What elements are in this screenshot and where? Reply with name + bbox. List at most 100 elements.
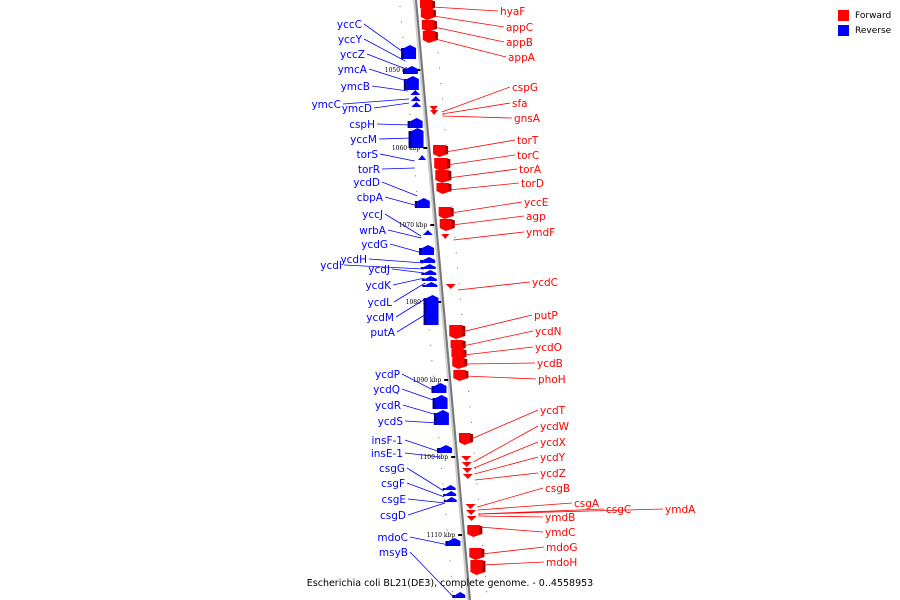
gene-label-torA: torA <box>519 164 542 176</box>
leader-line-reverse <box>366 53 407 70</box>
gene-arrow-reverse <box>406 76 419 90</box>
leader-line-forward <box>446 154 516 166</box>
minor-tick <box>458 283 460 285</box>
gene-label-ycdZ: ycdZ <box>540 468 566 480</box>
leader-line-reverse <box>395 297 427 318</box>
leader-line-forward <box>471 409 539 440</box>
gene-label-mdoC: mdoC <box>377 532 408 544</box>
gene-arrow-reverse-edge <box>421 279 425 281</box>
minor-tick <box>449 560 451 562</box>
gene-label-cspH: cspH <box>349 119 375 131</box>
leader-line-reverse <box>371 85 408 92</box>
leader-line-reverse <box>373 102 410 109</box>
gene-arrow-reverse-edge <box>403 79 407 90</box>
leader-line-forward <box>461 314 533 333</box>
minor-tick <box>443 498 445 500</box>
gene-arrow-reverse <box>425 282 438 287</box>
gene-arrow-reverse-edge <box>431 386 435 393</box>
gene-arrow-reverse-edge <box>443 494 447 496</box>
gene-label-phoH: phoH <box>538 374 566 386</box>
gene-arrow-forward <box>467 525 483 537</box>
gene-arrow-reverse-edge <box>437 448 441 453</box>
gene-arrow-forward <box>445 284 456 289</box>
leader-line-forward <box>447 168 518 179</box>
gene-arrow-forward-edge <box>445 146 449 154</box>
minor-tick <box>441 468 443 469</box>
gene-arrow-forward-edge <box>433 21 437 29</box>
gene-arrow-forward-edge <box>434 32 438 40</box>
gene-arrow-reverse <box>448 538 461 546</box>
minor-tick <box>446 529 448 531</box>
gene-label-ycdD: ycdD <box>353 177 380 189</box>
gene-label-ycdC: ycdC <box>532 277 558 289</box>
kbp-label: 1050 kbp <box>385 67 414 74</box>
gene-arrow-reverse-edge <box>422 285 426 287</box>
gene-arrow-reverse <box>411 128 424 148</box>
kbp-label: 1060 kbp <box>392 145 421 152</box>
minor-tick <box>410 129 412 131</box>
legend-label-forward: Forward <box>855 10 892 21</box>
gene-arrow-reverse <box>411 102 422 107</box>
gene-label-torR: torR <box>358 164 380 176</box>
gene-label-ycdO: ycdO <box>535 342 562 354</box>
gene-label-yccC: yccC <box>337 19 362 31</box>
minor-tick <box>461 314 463 315</box>
leader-line-reverse <box>378 137 413 140</box>
gene-arrow-forward <box>465 504 476 509</box>
gene-label-yccJ: yccJ <box>362 209 383 221</box>
minor-tick <box>452 591 454 593</box>
minor-tick <box>424 283 426 285</box>
minor-tick <box>475 468 477 469</box>
gene-arrow-reverse <box>422 230 433 235</box>
gene-label-ycdR: ycdR <box>375 400 401 412</box>
leader-line-forward <box>441 86 511 113</box>
leader-line-forward <box>452 215 525 226</box>
legend-item-forward: Forward <box>838 8 891 23</box>
minor-tick <box>445 514 447 516</box>
minor-tick <box>484 575 486 577</box>
gene-label-hyaF: hyaF <box>500 6 525 18</box>
leader-line-forward <box>462 330 534 347</box>
leader-line-reverse <box>393 282 426 303</box>
gene-label-ycdS: ycdS <box>378 416 404 428</box>
minor-tick <box>454 237 456 238</box>
gene-arrow-reverse-edge <box>414 201 418 208</box>
gene-arrow-reverse <box>455 592 466 598</box>
minor-tick <box>413 160 415 161</box>
minor-tick <box>444 129 446 131</box>
gene-arrow-forward-edge <box>463 350 467 357</box>
gene-label-ycdG: ycdG <box>361 239 388 251</box>
legend: Forward Reverse <box>838 8 891 38</box>
gene-label-sfa: sfa <box>512 98 528 110</box>
leader-line-forward <box>474 456 539 475</box>
minor-tick <box>455 252 457 254</box>
kbp-label: 1110 kbp <box>427 532 456 539</box>
gene-label-yccM: yccM <box>350 134 377 146</box>
gene-arrow-forward <box>421 20 437 32</box>
gene-arrow-reverse <box>410 90 421 95</box>
gene-arrow-forward-edge <box>451 220 455 228</box>
gene-label-yccY: yccY <box>338 34 363 46</box>
minor-tick <box>451 206 453 208</box>
minor-tick <box>440 83 442 84</box>
gene-arrow-reverse <box>417 198 430 208</box>
minor-tick <box>439 67 441 69</box>
gene-arrow-reverse-edge <box>420 260 424 263</box>
gene-arrow-forward-edge <box>447 159 451 168</box>
gene-label-yccZ: yccZ <box>340 49 365 61</box>
minor-tick <box>482 545 484 546</box>
kbp-label: 1100 kbp <box>420 454 449 461</box>
leader-line-reverse <box>409 551 454 598</box>
gene-label-insF-1: insF-1 <box>371 435 403 447</box>
reverse-swatch <box>838 25 849 36</box>
minor-tick <box>450 575 452 577</box>
gene-arrow-forward <box>449 325 466 339</box>
leader-line-reverse <box>404 439 441 453</box>
gene-arrow-reverse-edge <box>408 131 412 148</box>
leader-line-reverse <box>363 23 405 54</box>
minor-tick <box>414 175 416 177</box>
gene-label-putP: putP <box>534 310 558 322</box>
gene-label-torS: torS <box>356 149 378 161</box>
leader-line-forward <box>465 375 537 380</box>
